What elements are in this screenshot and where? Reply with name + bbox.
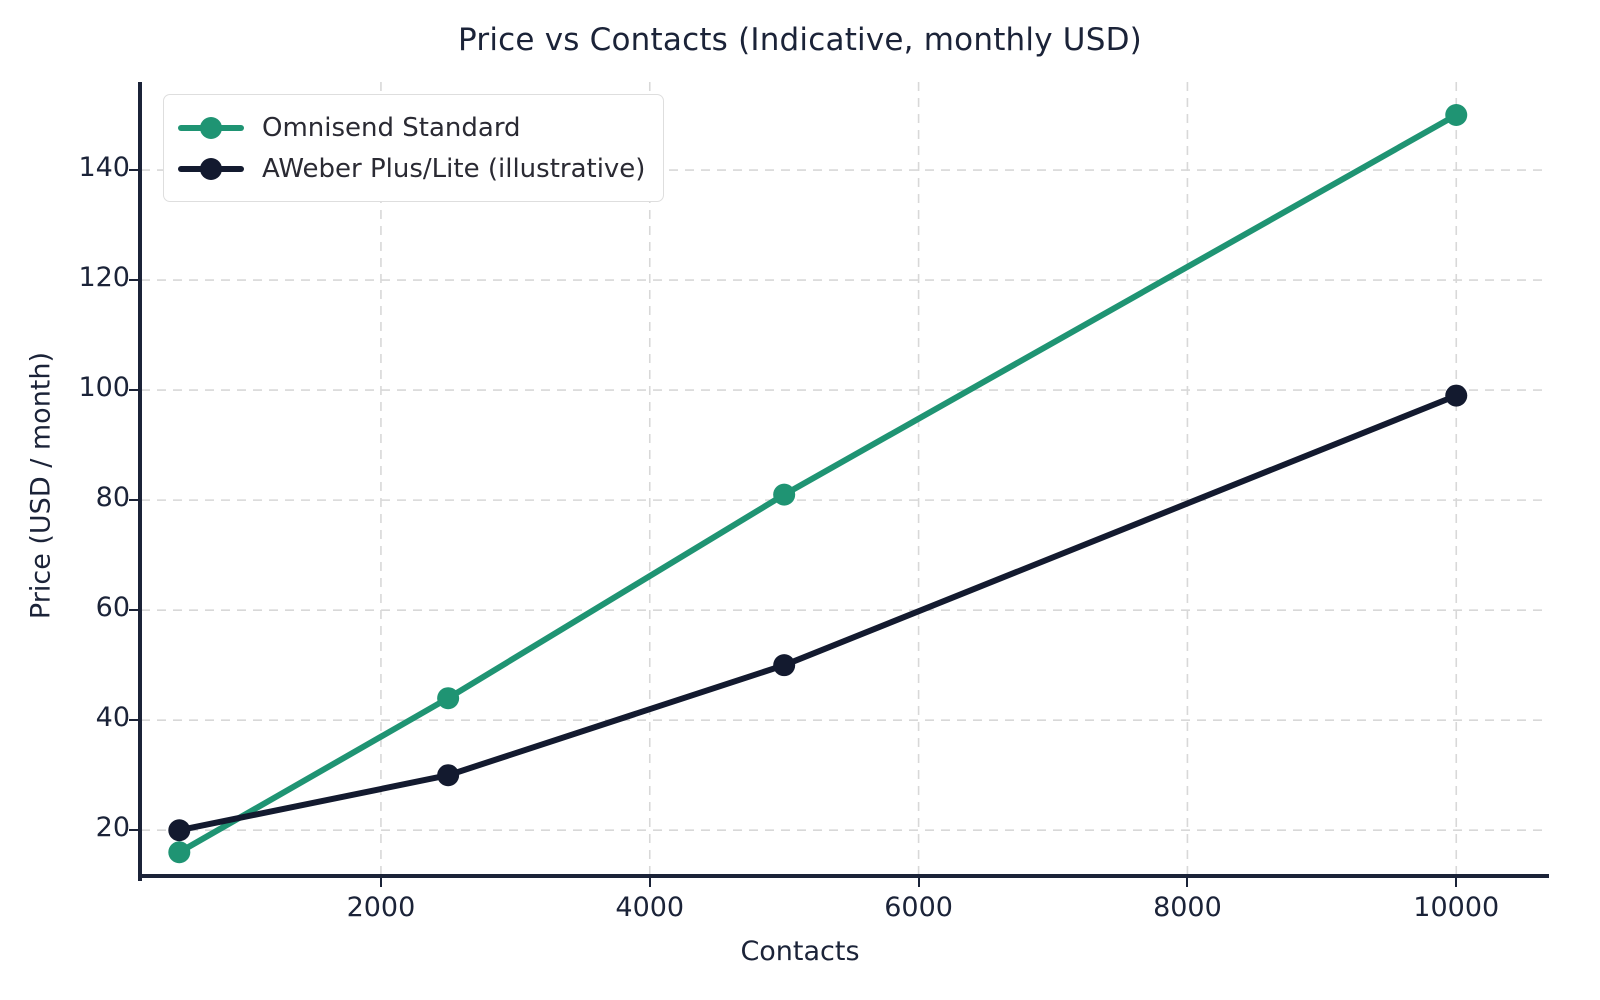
data-point	[437, 764, 460, 787]
y-tick-mark	[129, 609, 138, 612]
series-line-0	[176, 112, 1460, 856]
chart-title: Price vs Contacts (Indicative, monthly U…	[458, 22, 1142, 58]
legend-item-0[interactable]: Omnisend Standard	[178, 107, 645, 148]
y-axis-label: Price (USD / month)	[25, 351, 57, 620]
x-tick-mark	[379, 878, 382, 887]
x-tick-label: 6000	[884, 892, 953, 923]
data-point	[168, 841, 191, 864]
x-tick-mark	[1455, 878, 1458, 887]
legend-line-marker-icon	[178, 157, 244, 181]
series-lines	[176, 112, 1460, 856]
gridlines-vertical	[380, 82, 1458, 877]
y-tick-label: 140	[78, 152, 130, 184]
x-tick-mark	[648, 878, 651, 887]
data-point	[773, 483, 796, 506]
y-tick-label: 20	[95, 812, 130, 844]
y-tick-mark	[129, 829, 138, 832]
gridlines-horizontal	[141, 169, 1549, 832]
y-tick-label: 40	[95, 702, 130, 734]
series-line-1	[176, 392, 1460, 834]
y-tick-label: 60	[95, 592, 130, 624]
x-tick-label: 8000	[1153, 892, 1222, 923]
legend-label: Omnisend Standard	[262, 112, 521, 143]
y-tick-mark	[129, 279, 138, 282]
x-tick-label: 4000	[615, 892, 685, 923]
data-point	[1445, 104, 1468, 127]
x-tick-mark	[917, 878, 920, 887]
x-axis-label: Contacts	[740, 936, 860, 967]
data-point	[773, 654, 796, 677]
plot-area	[141, 82, 1549, 877]
data-point	[437, 687, 460, 710]
chart-legend: Omnisend Standard AWeber Plus/Lite (illus…	[163, 94, 665, 202]
y-tick-label: 80	[95, 482, 130, 514]
legend-item-1[interactable]: AWeber Plus/Lite (illustrative)	[178, 148, 645, 189]
legend-label: AWeber Plus/Lite (illustrative)	[262, 153, 646, 184]
y-tick-mark	[129, 499, 138, 502]
legend-line-marker-icon	[178, 116, 244, 140]
data-point	[1445, 384, 1468, 407]
data-point	[168, 819, 191, 842]
y-axis-spine	[138, 82, 142, 881]
series-markers	[168, 104, 1468, 864]
y-tick-mark	[129, 389, 138, 392]
y-tick-label: 120	[78, 262, 130, 294]
x-tick-label: 10000	[1413, 892, 1500, 923]
y-tick-label: 100	[78, 372, 130, 404]
x-tick-mark	[1186, 878, 1189, 887]
x-tick-label: 2000	[346, 892, 416, 923]
x-axis-spine	[138, 874, 1549, 878]
y-tick-mark	[129, 169, 138, 172]
plot-svg	[141, 82, 1549, 877]
y-tick-mark	[129, 719, 138, 722]
